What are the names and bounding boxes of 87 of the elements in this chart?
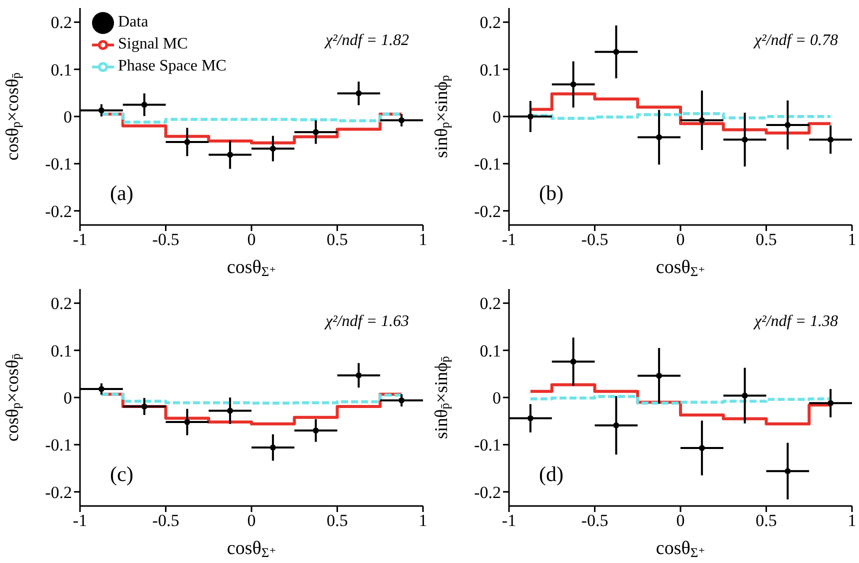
annotation: (c) (110, 462, 134, 487)
y-tick-label: 0.1 (50, 341, 72, 360)
x-tick-label: 0 (676, 230, 685, 250)
x-axis-title: cosθ$_{Σ⁺}$ (226, 538, 276, 560)
point (184, 419, 190, 426)
x-tick-label: 0 (247, 511, 256, 530)
point (527, 415, 534, 422)
point (698, 117, 705, 124)
x-tick-label: -0.5 (581, 230, 608, 250)
annotation: χ²/ndf = 1.63 (325, 313, 409, 331)
annotation: (b) (539, 181, 564, 206)
legend-label: Phase Space MC (118, 58, 226, 75)
y-tick-label: 0.1 (480, 341, 501, 360)
y-tick-label: 0 (64, 388, 72, 408)
x-axis-title: cosθ$_{Σ⁺}$ (656, 538, 706, 560)
point (570, 81, 576, 88)
y-tick-label: 0 (492, 388, 501, 408)
y-tick-label: 0.2 (480, 13, 501, 32)
point (227, 152, 234, 158)
point (527, 114, 534, 120)
y-tick-label: -0.2 (45, 482, 72, 502)
legend-label: Data (118, 14, 148, 31)
x-tick-label: -1 (502, 511, 516, 530)
point (98, 386, 104, 392)
point (398, 117, 405, 124)
x-tick-label: 1 (848, 511, 856, 530)
point (398, 397, 405, 404)
point (656, 134, 662, 140)
x-tick-label: 0.5 (326, 230, 348, 250)
point (784, 468, 791, 474)
y-tick-label: -0.2 (474, 482, 501, 502)
point (828, 136, 834, 143)
point (98, 107, 104, 114)
point (784, 122, 791, 128)
y-tick-label: 0.2 (50, 13, 72, 32)
y-tick-label: 0 (492, 108, 501, 127)
point (270, 146, 276, 152)
x-axis-title: cosθ$_{Σ⁺}$ (656, 257, 706, 280)
y-tick-label: -0.2 (45, 202, 72, 221)
y-tick-label: 0.1 (480, 60, 501, 80)
point (312, 129, 319, 136)
point (141, 403, 148, 410)
x-tick-label: 1 (418, 511, 428, 530)
point (570, 358, 576, 365)
annotation: (a) (110, 181, 134, 206)
point (227, 408, 234, 414)
x-tick-label: 0.5 (326, 511, 348, 530)
y-tick-label: 0 (64, 108, 72, 127)
point (312, 428, 319, 434)
x-tick-label: -1 (502, 230, 516, 250)
point (613, 422, 620, 428)
y-tick-label: -0.1 (474, 436, 501, 455)
point (356, 90, 362, 96)
point (742, 392, 748, 399)
x-tick-label: -0.5 (152, 230, 180, 250)
y-tick-label: 0.2 (50, 294, 72, 314)
x-tick-label: -1 (72, 511, 88, 530)
point (184, 138, 190, 145)
x-tick-label: -0.5 (581, 511, 608, 530)
x-tick-label: -1 (72, 230, 88, 250)
point (613, 48, 620, 55)
legend-label: Signal MC (118, 36, 188, 53)
point (356, 372, 362, 378)
y-tick-label: -0.1 (45, 154, 72, 174)
x-tick-label: 0.5 (756, 230, 777, 250)
y-tick-label: -0.2 (474, 202, 501, 221)
point (698, 444, 705, 451)
x-tick-label: 0.5 (756, 511, 777, 530)
annotation: χ²/ndf = 1.38 (754, 313, 838, 331)
point (742, 136, 748, 143)
y-tick-label: 0.1 (50, 60, 72, 80)
x-tick-label: 1 (848, 230, 856, 250)
y-tick-label: -0.1 (45, 436, 72, 455)
x-axis-title: cosθ$_{Σ⁺}$ (226, 257, 276, 280)
annotation: χ²/ndf = 1.82 (325, 32, 409, 50)
annotation: χ²/ndf = 0.78 (754, 32, 838, 50)
x-tick-label: 0 (247, 230, 256, 250)
x-tick-label: 1 (418, 230, 428, 250)
y-tick-label: 0.2 (480, 294, 501, 314)
y-tick-label: -0.1 (474, 154, 501, 174)
point (141, 102, 148, 108)
point (828, 400, 834, 406)
point (656, 372, 662, 379)
x-tick-label: -0.5 (152, 511, 180, 530)
x-tick-label: 0 (676, 511, 685, 530)
point (270, 444, 276, 451)
annotation: (d) (539, 462, 564, 487)
